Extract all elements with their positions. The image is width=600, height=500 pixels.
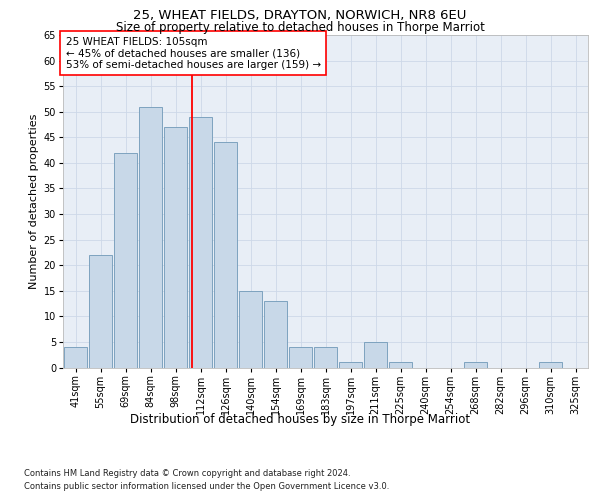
Bar xyxy=(239,291,262,368)
Bar xyxy=(189,117,212,368)
Bar xyxy=(364,342,387,367)
Bar xyxy=(539,362,562,368)
Bar xyxy=(314,347,337,368)
Bar xyxy=(139,106,162,368)
Text: 25 WHEAT FIELDS: 105sqm
← 45% of detached houses are smaller (136)
53% of semi-d: 25 WHEAT FIELDS: 105sqm ← 45% of detache… xyxy=(65,36,321,70)
Bar xyxy=(339,362,362,368)
Bar xyxy=(164,127,187,368)
Y-axis label: Number of detached properties: Number of detached properties xyxy=(29,114,40,289)
Bar xyxy=(64,347,87,368)
Text: 25, WHEAT FIELDS, DRAYTON, NORWICH, NR8 6EU: 25, WHEAT FIELDS, DRAYTON, NORWICH, NR8 … xyxy=(133,9,467,22)
Text: Contains HM Land Registry data © Crown copyright and database right 2024.: Contains HM Land Registry data © Crown c… xyxy=(24,469,350,478)
Text: Distribution of detached houses by size in Thorpe Marriot: Distribution of detached houses by size … xyxy=(130,412,470,426)
Text: Contains public sector information licensed under the Open Government Licence v3: Contains public sector information licen… xyxy=(24,482,389,491)
Bar xyxy=(289,347,312,368)
Text: Size of property relative to detached houses in Thorpe Marriot: Size of property relative to detached ho… xyxy=(116,21,484,34)
Bar xyxy=(214,142,237,368)
Bar xyxy=(264,301,287,368)
Bar xyxy=(114,152,137,368)
Bar xyxy=(464,362,487,368)
Bar xyxy=(89,255,112,368)
Bar xyxy=(389,362,412,368)
